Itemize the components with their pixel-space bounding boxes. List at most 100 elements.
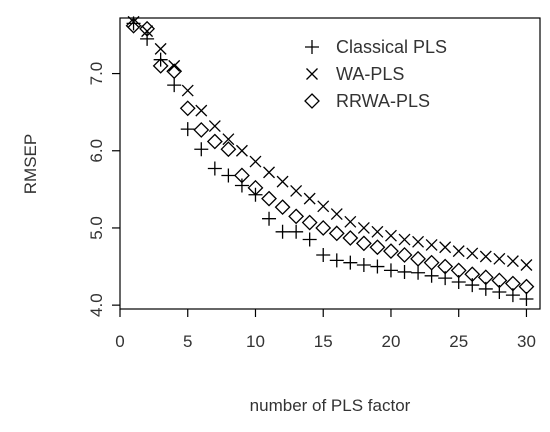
data-point-diamond [220,141,237,158]
data-point-diamond [328,225,345,242]
data-point-diamond [206,133,223,150]
data-point-diamond [342,230,359,246]
data-point-diamond [491,272,508,289]
data-point-plus [411,265,426,280]
data-point-x [317,200,330,213]
series-plus [126,16,534,306]
data-point-x [479,250,492,263]
data-point-x [493,252,506,265]
data-point-diamond [125,17,142,34]
data-point-x [195,104,208,117]
legend: Classical PLS WA-PLS RRWA-PLS [304,37,447,111]
y-axis: 4.0 5.0 6.0 7.0 [87,62,120,317]
x-tick-label: 0 [115,332,124,351]
data-point-plus [302,232,317,247]
data-point-x [330,208,343,221]
data-point-plus [194,142,209,157]
data-point-diamond [179,100,196,117]
data-point-plus [370,259,385,274]
data-point-diamond [410,250,426,267]
data-point-diamond [437,258,454,275]
data-point-x [344,215,357,228]
data-point-plus [316,247,331,262]
x-axis-title: number of PLS factor [250,396,411,415]
data-point-x [141,25,154,38]
data-point-diamond [518,278,535,295]
data-point-diamond [369,239,386,256]
data-point-diamond [261,190,277,207]
legend-marker-x [306,68,318,80]
data-point-plus [329,253,344,268]
data-point-x [168,59,181,72]
x-axis: 0 5 10 15 20 25 30 [115,309,536,351]
x-tick-label: 30 [517,332,536,351]
data-point-plus [289,224,304,239]
legend-marker-diamond [304,93,320,109]
legend-label: RRWA-PLS [336,91,430,111]
series-diamond [125,17,535,295]
data-point-plus [207,161,222,176]
plot-frame [119,17,541,310]
data-point-plus [167,78,182,93]
x-tick-label: 5 [183,332,192,351]
data-point-x [303,192,316,205]
data-point-x [466,247,479,260]
data-point-x [385,229,397,242]
data-point-x [452,245,465,258]
data-point-x [208,120,221,133]
legend-marker-plus [305,40,319,54]
data-point-diamond [504,275,521,292]
data-point-plus [356,258,371,273]
data-point-plus [180,122,195,137]
data-point-diamond [423,254,440,271]
data-point-diamond [315,220,332,236]
data-point-diamond [355,235,372,252]
data-point-plus [383,263,398,278]
data-point-x [222,133,235,146]
data-point-diamond [247,179,264,196]
legend-label: WA-PLS [336,64,404,84]
data-point-x [290,184,303,197]
data-point-diamond [166,63,183,80]
data-point-x [357,221,370,234]
y-axis-title: RMSEP [21,134,40,194]
data-point-plus [275,224,290,239]
data-point-x [439,241,452,254]
data-point-diamond [301,214,318,231]
data-point-plus [234,178,249,193]
data-point-x [506,255,519,268]
data-point-x [398,233,411,246]
data-point-plus [397,264,412,279]
y-tick-label: 5.0 [87,216,106,240]
data-point-plus [262,211,277,226]
data-point-x [412,235,425,248]
x-tick-label: 20 [382,332,401,351]
data-point-diamond [288,208,305,225]
data-point-plus [343,255,358,270]
data-point-x [371,225,384,238]
data-point-plus [140,31,155,46]
data-point-plus [424,268,439,283]
data-point-x [276,175,289,188]
x-tick-label: 15 [314,332,333,351]
x-tick-label: 10 [246,332,265,351]
x-tick-label: 25 [449,332,468,351]
data-point-diamond [152,57,169,74]
data-point-diamond [464,266,481,283]
y-tick-label: 4.0 [87,293,106,317]
data-point-x [520,259,533,271]
data-point-x [425,238,438,251]
data-point-diamond [396,247,413,263]
data-point-diamond [274,199,291,216]
data-point-diamond [477,269,494,286]
data-point-diamond [450,262,467,279]
data-point-x [235,144,248,157]
legend-label: Classical PLS [336,37,447,57]
y-tick-label: 6.0 [87,139,106,163]
data-point-x [249,155,262,168]
data-point-plus [465,278,480,293]
series-x [127,15,533,271]
data-point-x [127,15,140,28]
data-point-x [154,42,167,55]
